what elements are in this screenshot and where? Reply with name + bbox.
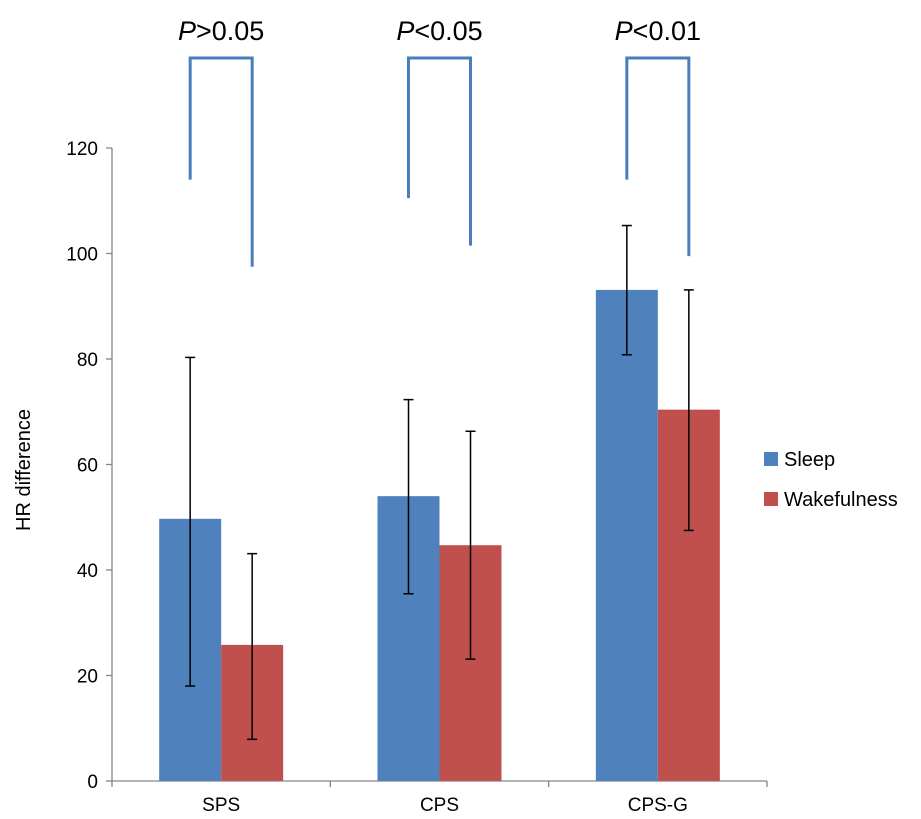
y-tick-label: 0 <box>87 772 98 793</box>
x-category-label: CPS-G <box>628 795 688 816</box>
x-category-label: SPS <box>202 795 240 816</box>
y-tick-label: 40 <box>77 561 98 582</box>
significance-bracket <box>188 56 254 267</box>
p-threshold: <0.05 <box>414 16 482 46</box>
p-symbol: P <box>178 16 196 46</box>
p-value-label: P>0.05 <box>178 16 264 46</box>
y-tick-label: 120 <box>66 139 98 160</box>
legend-swatch-sleep <box>764 452 778 466</box>
x-category-label: CPS <box>420 795 459 816</box>
p-symbol: P <box>396 16 414 46</box>
significance-brackets: P>0.05 P<0.05 P<0.01 <box>178 16 701 267</box>
error-bars <box>185 224 694 741</box>
y-tick-label: 100 <box>66 245 98 266</box>
p-value-label: P<0.01 <box>615 16 701 46</box>
bar-sleep-cps-g <box>595 289 658 781</box>
legend: Sleep Wakefulness <box>764 449 898 511</box>
p-value-label: P<0.05 <box>396 16 482 46</box>
axes: 0 20 40 60 80 100 120 SPS CPS CPS-G <box>66 139 768 816</box>
p-threshold: <0.01 <box>633 16 701 46</box>
significance-bracket <box>407 56 472 246</box>
legend-label-wakefulness: Wakefulness <box>784 489 898 511</box>
p-symbol: P <box>615 16 633 46</box>
y-tick-label: 60 <box>77 456 98 477</box>
bars <box>159 289 720 781</box>
y-tick-label: 20 <box>77 667 98 688</box>
y-tick-label: 80 <box>77 350 98 371</box>
y-axis-title: HR difference <box>13 409 35 531</box>
p-threshold: >0.05 <box>196 16 264 46</box>
legend-swatch-wakefulness <box>764 492 778 506</box>
legend-label-sleep: Sleep <box>784 449 835 471</box>
significance-bracket <box>625 56 691 257</box>
